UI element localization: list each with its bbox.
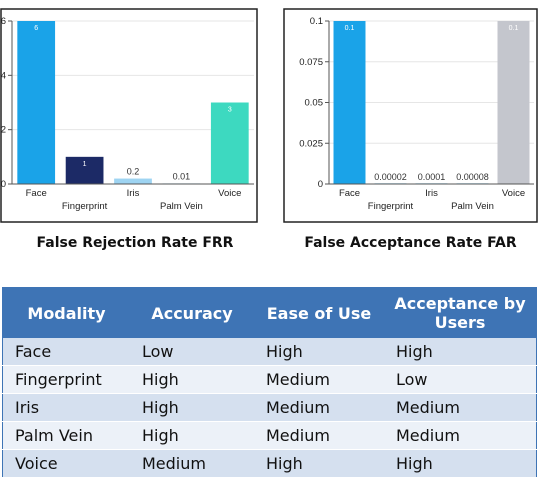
far-bar: [333, 21, 366, 184]
cell-ease-of-use: Medium: [254, 393, 384, 422]
frr-y-tick-label: 2: [1, 125, 6, 136]
far-data-label: 0.00002: [374, 172, 407, 182]
frr-x-tick-label: Iris: [127, 188, 140, 199]
far-x-tick-label: Palm Vein: [451, 201, 494, 212]
frr-x-tick-label: Fingerprint: [62, 201, 108, 212]
modality-comparison-table: Modality Accuracy Ease of Use Acceptance…: [2, 287, 537, 478]
far-y-tick-label: 0.075: [299, 57, 323, 68]
frr-data-label: 0.01: [173, 172, 191, 182]
table-row: Face Low High High: [2, 338, 537, 366]
header-modality: Modality: [2, 287, 130, 338]
frr-data-label: 3: [228, 107, 232, 114]
cell-accuracy: High: [130, 393, 254, 422]
header-ease-of-use: Ease of Use: [254, 287, 384, 338]
cell-accuracy: High: [130, 421, 254, 450]
cell-acceptance: High: [384, 449, 537, 478]
frr-y-tick-label: 0: [1, 179, 6, 190]
cell-modality: Palm Vein: [2, 421, 130, 450]
frr-bar: [210, 102, 249, 184]
far-x-tick-label: Voice: [502, 188, 525, 199]
frr-bar: [114, 178, 152, 184]
far-y-tick-label: 0.025: [299, 138, 323, 149]
frr-y-tick-label: 6: [1, 16, 6, 27]
header-accuracy: Accuracy: [130, 287, 254, 338]
frr-y-tick-label: 4: [1, 70, 6, 81]
frr-x-tick-label: Voice: [218, 188, 241, 199]
table-row: Palm Vein High Medium Medium: [2, 421, 537, 450]
far-data-label: 0.1: [345, 25, 355, 32]
far-x-tick-label: Fingerprint: [368, 201, 414, 212]
far-data-label: 0.0001: [418, 172, 446, 182]
cell-accuracy: Medium: [130, 449, 254, 478]
cell-acceptance: Medium: [384, 393, 537, 422]
far-y-tick-label: 0: [318, 179, 323, 190]
header-acceptance-by-users: Acceptance by Users: [384, 287, 537, 338]
far-chart-frame: [283, 8, 538, 223]
cell-ease-of-use: Medium: [254, 421, 384, 450]
cell-modality: Voice: [2, 449, 130, 478]
table-row: Fingerprint High Medium Low: [2, 365, 537, 394]
cell-modality: Fingerprint: [2, 365, 130, 394]
far-bar: [497, 21, 530, 184]
frr-chart-title: False Rejection Rate FRR: [36, 235, 234, 251]
frr-x-tick-label: Face: [26, 188, 47, 199]
far-x-tick-label: Face: [339, 188, 360, 199]
cell-modality: Face: [2, 338, 130, 366]
far-y-tick-label: 0.05: [305, 98, 324, 109]
frr-data-label: 1: [83, 161, 87, 168]
frr-data-label: 6: [34, 25, 38, 32]
frr-chart-svg: 6 1 0.2 0.01 3 0 2 4 6 Face Fingerprint Iris Palm …: [0, 8, 258, 223]
cell-ease-of-use: High: [254, 338, 384, 366]
cell-ease-of-use: High: [254, 449, 384, 478]
frr-data-label: 0.2: [127, 167, 140, 177]
frr-bar: [65, 156, 104, 184]
far-data-label: 0.1: [509, 25, 519, 32]
cell-accuracy: High: [130, 365, 254, 394]
cell-ease-of-use: Medium: [254, 365, 384, 394]
far-data-label: 0.00008: [456, 172, 489, 182]
far-y-tick-label: 0.1: [310, 16, 323, 27]
table-row: Iris High Medium Medium: [2, 393, 537, 422]
cell-acceptance: Low: [384, 365, 537, 394]
cell-acceptance: Medium: [384, 421, 537, 450]
cell-modality: Iris: [2, 393, 130, 422]
far-x-tick-label: Iris: [425, 188, 438, 199]
cell-accuracy: Low: [130, 338, 254, 366]
frr-chart: 6 1 0.2 0.01 3 0 2 4 6 Face Fingerprint Iris Palm …: [0, 8, 258, 223]
table-row: Voice Medium High High: [2, 449, 537, 478]
far-chart: 0.1 0.00002 0.0001 0.00008 0.1 0 0.025 0.05 0.0…: [283, 8, 538, 223]
frr-x-tick-label: Palm Vein: [160, 201, 203, 212]
cell-acceptance: High: [384, 338, 537, 366]
far-chart-title: False Acceptance Rate FAR: [304, 235, 517, 251]
table-header-row: Modality Accuracy Ease of Use Acceptance…: [2, 287, 537, 338]
frr-bar: [17, 21, 56, 184]
far-chart-svg: 0.1 0.00002 0.0001 0.00008 0.1 0 0.025 0.05 0.0…: [283, 8, 538, 223]
